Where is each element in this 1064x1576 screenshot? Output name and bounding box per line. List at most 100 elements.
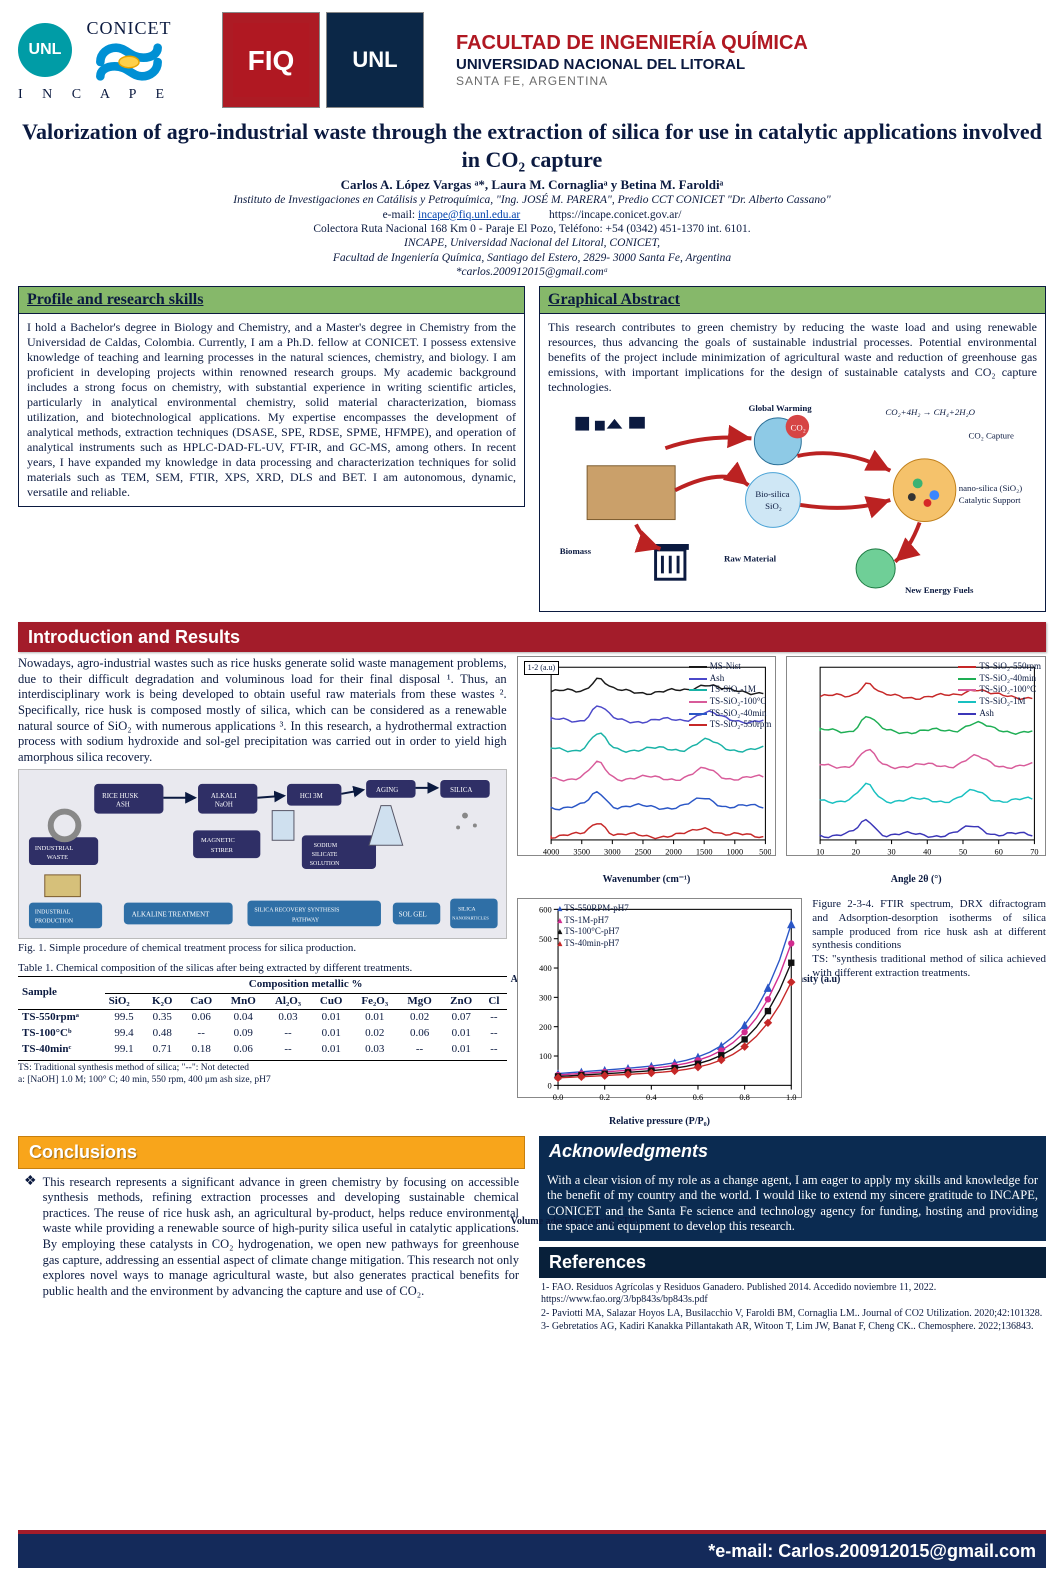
svg-text:SOLUTION: SOLUTION: [310, 861, 340, 867]
refs-heading: References: [539, 1247, 1046, 1278]
conclusions-body: This research represents a significant a…: [43, 1175, 519, 1300]
ga-biomass: Biomass: [560, 545, 592, 555]
ga-diagram: Global Warming CO₂+4H₂ → CH₄+2H₂O CO₂ Ca…: [548, 395, 1037, 605]
svg-text:INDUSTRIAL: INDUSTRIAL: [35, 846, 74, 853]
svg-text:SILICA: SILICA: [450, 787, 472, 794]
svg-text:70: 70: [1031, 847, 1039, 856]
title-block: Valorization of agro-industrial waste th…: [18, 118, 1046, 280]
ga-newfuels: New Energy Fuels: [905, 584, 974, 594]
ftir-chart: 4000350030002500200015001000500 MS-NistA…: [517, 656, 777, 856]
affiliation-3: INCAPE, Universidad Nacional del Litoral…: [18, 236, 1046, 250]
svg-text:AGING: AGING: [376, 787, 398, 794]
svg-text:0.6: 0.6: [692, 1092, 703, 1102]
svg-text:3000: 3000: [604, 847, 621, 856]
conclusions-heading: Conclusions: [18, 1136, 525, 1169]
profile-heading: Profile and research skills: [19, 287, 524, 314]
svg-text:Bio-silica: Bio-silica: [755, 489, 789, 499]
svg-text:10: 10: [816, 847, 824, 856]
svg-text:600: 600: [539, 905, 552, 915]
svg-text:3500: 3500: [573, 847, 590, 856]
refs-block: References 1- FAO. Residuos Agrícolas y …: [539, 1247, 1046, 1339]
intro-left: Nowadays, agro-industrial wastes such as…: [18, 656, 507, 1128]
affiliation-email: e-mail: incape@fiq.unl.edu.ar https://in…: [18, 208, 1046, 222]
svg-text:1500: 1500: [696, 847, 713, 856]
incape-url[interactable]: https://incape.conicet.gov.ar/: [549, 209, 681, 221]
intro-right: 4000350030002500200015001000500 MS-NistA…: [517, 656, 1046, 1128]
svg-text:30: 30: [888, 847, 896, 856]
isotherm-chart: 01002003004005006000.00.20.40.60.81.0 ▴ …: [517, 898, 803, 1098]
svg-text:0.2: 0.2: [599, 1092, 610, 1102]
svg-text:CO₂: CO₂: [791, 422, 806, 432]
svg-text:MAGNETIC: MAGNETIC: [201, 838, 235, 845]
ga-heading: Graphical Abstract: [540, 287, 1045, 314]
charts-caption: Figure 2-3-4. FTIR spectrum, DRX difract…: [812, 898, 1046, 1128]
svg-text:SILICA RECOVERY SYNTHESIS: SILICA RECOVERY SYNTHESIS: [254, 908, 339, 914]
svg-text:60: 60: [995, 847, 1003, 856]
svg-text:SOL GEL: SOL GEL: [399, 912, 427, 919]
affiliation-4: Facultad de Ingeniería Química, Santiago…: [18, 251, 1046, 265]
svg-text:NANOPARTICLES: NANOPARTICLES: [452, 916, 489, 921]
svg-text:2500: 2500: [634, 847, 651, 856]
svg-text:0.4: 0.4: [646, 1092, 657, 1102]
svg-text:SILICA: SILICA: [458, 907, 476, 913]
profile-body: I hold a Bachelor's degree in Biology an…: [19, 314, 524, 506]
unl-badge: UNL: [326, 12, 424, 108]
svg-text:SILICATE: SILICATE: [312, 852, 338, 858]
svg-text:INDUSTRIAL: INDUSTRIAL: [35, 910, 71, 916]
ga-co2-capture: CO₂ Capture: [969, 430, 1014, 440]
svg-text:1000: 1000: [726, 847, 743, 856]
logo-unl-incape: UNL CONICET I N C A P E: [18, 17, 172, 103]
svg-text:500: 500: [539, 934, 552, 944]
svg-text:PATHWAY: PATHWAY: [292, 918, 320, 924]
svg-text:RICE HUSK: RICE HUSK: [102, 793, 138, 800]
svg-text:WASTE: WASTE: [47, 854, 68, 861]
unl-logo: UNL: [18, 23, 72, 77]
xrd-chart: 10203040506070 TS-SiO₂-550rpmTS-SiO₂-40m…: [786, 656, 1046, 856]
svg-text:200: 200: [539, 1022, 552, 1032]
svg-text:20: 20: [852, 847, 860, 856]
conclusions-block: Conclusions ❖ This research represents a…: [18, 1136, 525, 1339]
ga-global-warming: Global Warming: [748, 403, 812, 413]
infinity-icon: [86, 40, 172, 84]
table1-caption: Table 1. Chemical composition of the sil…: [18, 962, 507, 976]
graphical-abstract-panel: Graphical Abstract This research contrib…: [539, 286, 1046, 612]
svg-text:PRODUCTION: PRODUCTION: [35, 919, 74, 925]
intro-heading: Introduction and Results: [18, 622, 1046, 653]
fig1-caption: Fig. 1. Simple procedure of chemical tre…: [18, 942, 507, 956]
svg-text:0.8: 0.8: [739, 1092, 750, 1102]
affiliation-5: *carlos.200912015@gmail.comᵃ: [18, 265, 1046, 279]
svg-text:0.0: 0.0: [552, 1092, 563, 1102]
svg-text:ALKALI: ALKALI: [211, 793, 237, 800]
authors: Carlos A. López Vargas ᵃ*, Laura M. Corn…: [18, 177, 1046, 193]
svg-text:ALKALINE TREATMENT: ALKALINE TREATMENT: [132, 912, 210, 919]
incape-text: I N C A P E: [18, 86, 172, 104]
composition-table: Sample Composition metallic % SiO₂K₂OCaO…: [18, 976, 507, 1058]
paper-title: Valorization of agro-industrial waste th…: [18, 118, 1046, 173]
svg-text:4000: 4000: [542, 847, 559, 856]
affiliation-1: Instituto de Investigaciones en Catálisi…: [18, 193, 1046, 207]
email-link[interactable]: incape@fiq.unl.edu.ar: [418, 209, 520, 221]
profile-panel: Profile and research skills I hold a Bac…: [18, 286, 525, 507]
svg-text:300: 300: [539, 993, 552, 1003]
svg-text:1.0: 1.0: [786, 1092, 797, 1102]
ftir-marker: 1-2 (a.u): [524, 661, 560, 675]
header-logos: UNL CONICET I N C A P E FIQ UNL FACULTAD…: [18, 12, 1046, 108]
fig1-process: RICE HUSKASH ALKALINaOH HCl 3M AGING SIL…: [18, 769, 507, 939]
svg-text:SiO₂: SiO₂: [765, 500, 782, 510]
ack-body: With a clear vision of my role as a chan…: [539, 1167, 1046, 1242]
svg-text:STIRER: STIRER: [211, 848, 234, 855]
svg-text:400: 400: [539, 963, 552, 973]
svg-text:2000: 2000: [665, 847, 682, 856]
ga-raw: Raw Material: [724, 553, 777, 563]
bullet-icon: ❖: [24, 1175, 37, 1300]
svg-text:500: 500: [759, 847, 771, 856]
fiq-logo: FIQ: [222, 12, 320, 108]
svg-text:50: 50: [959, 847, 967, 856]
affiliation-2: Colectora Ruta Nacional 168 Km 0 - Paraj…: [18, 222, 1046, 236]
faculty-block: FACULTAD DE INGENIERÍA QUÍMICA UNIVERSID…: [456, 31, 808, 90]
svg-text:40: 40: [923, 847, 931, 856]
svg-text:NaOH: NaOH: [215, 802, 233, 809]
svg-text:nano-silica (SiO₂): nano-silica (SiO₂): [959, 483, 1022, 493]
svg-text:HCl 3M: HCl 3M: [300, 793, 323, 800]
ack-heading: Acknowledgments: [539, 1136, 1046, 1167]
